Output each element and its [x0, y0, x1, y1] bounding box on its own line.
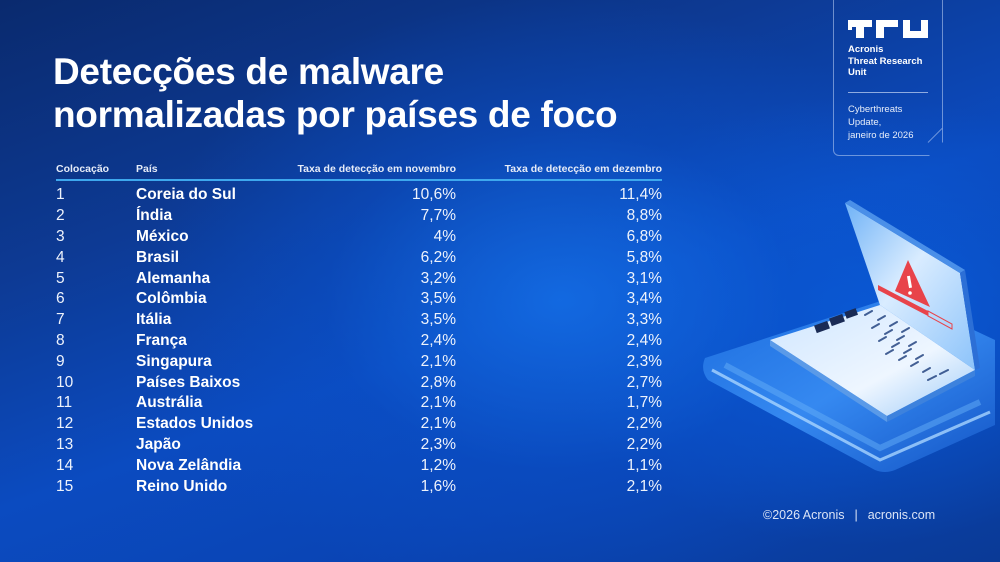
cell-december: 2,7% [626, 373, 662, 391]
cell-november: 1,2% [420, 456, 456, 474]
title-line-2: normalizadas por países de foco [53, 94, 618, 135]
cell-rank: 5 [56, 269, 65, 287]
table-row: 6 Colômbia 3,5% 3,4% [56, 289, 662, 310]
cell-rank: 1 [56, 186, 65, 204]
cell-november: 2,1% [420, 394, 456, 412]
cell-november: 2,3% [420, 435, 456, 453]
cell-country: Alemanha [136, 269, 211, 287]
copyright: ©2026 Acronis [763, 508, 845, 522]
table-row: 1 Coreia do Sul 10,6% 11,4% [56, 185, 662, 206]
footer: ©2026 Acronis | acronis.com [763, 508, 935, 522]
cell-december: 3,1% [626, 269, 662, 287]
table-row: 7 Itália 3,5% 3,3% [56, 310, 662, 331]
cell-country: França [136, 331, 187, 349]
cell-december: 1,1% [626, 456, 662, 474]
cell-november: 3,5% [420, 311, 456, 329]
table-row: 5 Alemanha 3,2% 3,1% [56, 268, 662, 289]
header-country: País [136, 163, 158, 175]
table-row: 3 México 4% 6,8% [56, 227, 662, 248]
cell-country: Brasil [136, 248, 180, 266]
cell-december: 3,4% [626, 290, 662, 308]
cell-november: 3,5% [420, 290, 456, 308]
badge-divider [848, 92, 928, 93]
page-title: Detecções de malware normalizadas por pa… [53, 50, 618, 136]
cell-country: Índia [136, 207, 173, 225]
website-link[interactable]: acronis.com [867, 508, 936, 522]
cell-rank: 13 [56, 435, 74, 453]
cell-december: 11,4% [619, 186, 662, 204]
table-row: 9 Singapura 2,1% 2,3% [56, 351, 662, 372]
cell-rank: 15 [56, 477, 74, 495]
laptop-warning-icon [703, 200, 995, 472]
cell-rank: 8 [56, 331, 65, 349]
cell-country: Austrália [136, 394, 203, 412]
detections-table: Colocação País Taxa de detecção em novem… [56, 163, 662, 497]
footer-separator: | [854, 508, 858, 522]
cell-country: Nova Zelândia [136, 456, 242, 474]
cell-rank: 12 [56, 415, 74, 433]
cell-country: Coreia do Sul [136, 186, 236, 204]
cell-rank: 11 [56, 394, 73, 412]
cell-country: Países Baixos [136, 373, 241, 391]
cell-november: 3,2% [420, 269, 456, 287]
cell-december: 2,3% [626, 352, 662, 370]
table-row: 10 Países Baixos 2,8% 2,7% [56, 372, 662, 393]
cell-country: México [136, 227, 189, 245]
cell-rank: 2 [56, 207, 65, 225]
cell-december: 3,3% [626, 311, 662, 329]
cell-december: 6,8% [626, 227, 662, 245]
cell-november: 7,7% [420, 207, 456, 225]
table-row: 13 Japão 2,3% 2,2% [56, 435, 662, 456]
table-row: 15 Reino Unido 1,6% 2,1% [56, 476, 662, 497]
cell-november: 2,1% [420, 415, 456, 433]
cell-december: 1,7% [626, 394, 662, 412]
table-body: 1 Coreia do Sul 10,6% 11,4% 2 Índia 7,7%… [56, 181, 662, 497]
cell-country: Japão [136, 435, 181, 453]
cell-december: 5,8% [626, 248, 662, 266]
table-row: 2 Índia 7,7% 8,8% [56, 206, 662, 227]
cell-rank: 3 [56, 227, 65, 245]
cell-december: 2,2% [626, 415, 662, 433]
cell-country: Reino Unido [136, 477, 228, 495]
cell-november: 4% [433, 227, 456, 245]
table-row: 8 França 2,4% 2,4% [56, 331, 662, 352]
cell-rank: 6 [56, 290, 65, 308]
cell-rank: 4 [56, 248, 65, 266]
badge-subtitle: Cyberthreats Update, janeiro de 2026 [848, 103, 914, 141]
cell-december: 2,1% [626, 477, 662, 495]
title-line-1: Detecções de malware [53, 51, 444, 92]
cell-november: 6,2% [420, 248, 456, 266]
table-row: 14 Nova Zelândia 1,2% 1,1% [56, 455, 662, 476]
cell-november: 10,6% [412, 186, 456, 204]
cell-december: 2,2% [626, 435, 662, 453]
header-rank: Colocação [56, 163, 110, 175]
cell-country: Colômbia [136, 290, 207, 308]
cell-november: 2,1% [420, 352, 456, 370]
cell-november: 1,6% [420, 477, 456, 495]
header-december: Taxa de detecção em dezembro [504, 163, 662, 175]
table-row: 11 Austrália 2,1% 1,7% [56, 393, 662, 414]
header-november: Taxa de detecção em novembro [297, 163, 456, 175]
table-header: Colocação País Taxa de detecção em novem… [56, 163, 662, 181]
cell-rank: 9 [56, 352, 65, 370]
cell-december: 8,8% [626, 207, 662, 225]
cell-november: 2,8% [420, 373, 456, 391]
cell-country: Itália [136, 311, 172, 329]
cell-rank: 10 [56, 373, 74, 391]
cell-country: Estados Unidos [136, 415, 254, 433]
cell-country: Singapura [136, 352, 212, 370]
tru-logo-icon [848, 20, 928, 38]
table-row: 12 Estados Unidos 2,1% 2,2% [56, 414, 662, 435]
cell-rank: 7 [56, 311, 65, 329]
badge-org-name: Acronis Threat Research Unit [848, 44, 923, 78]
cell-november: 2,4% [420, 331, 456, 349]
cell-rank: 14 [56, 456, 74, 474]
tru-badge: Acronis Threat Research Unit Cyberthreat… [833, 0, 943, 156]
table-row: 4 Brasil 6,2% 5,8% [56, 247, 662, 268]
cell-december: 2,4% [626, 331, 662, 349]
